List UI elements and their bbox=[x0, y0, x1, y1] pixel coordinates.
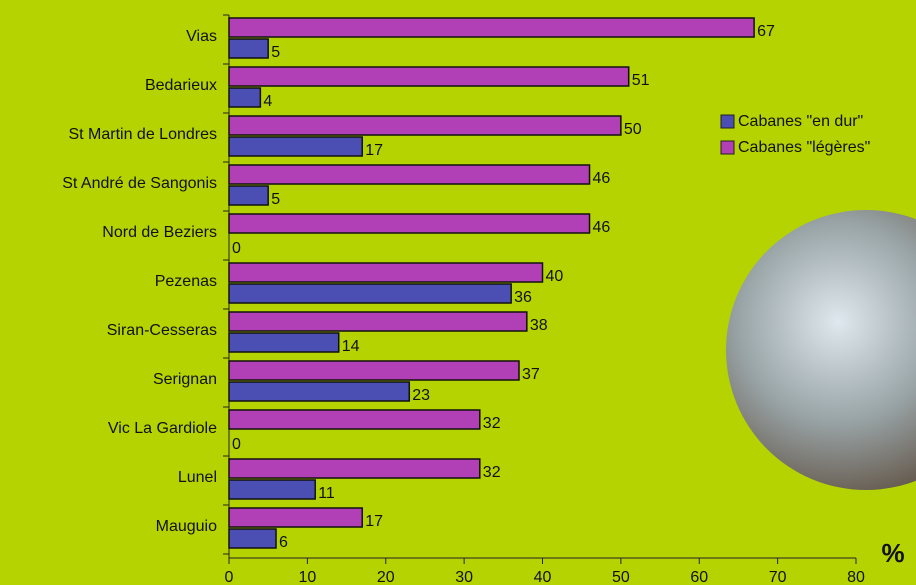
value-label: 0 bbox=[232, 436, 241, 453]
x-tick-label: 10 bbox=[298, 569, 316, 585]
y-tick-label: Lunel bbox=[178, 469, 217, 486]
x-tick-label: 30 bbox=[455, 569, 473, 585]
value-label: 32 bbox=[483, 415, 501, 432]
x-tick-label: 40 bbox=[534, 569, 552, 585]
bar bbox=[229, 67, 629, 86]
bar bbox=[229, 137, 362, 156]
value-label: 17 bbox=[365, 513, 383, 530]
chart: % 01020304050607080Vias675Bedarieux514St… bbox=[0, 0, 916, 585]
bar bbox=[229, 18, 754, 37]
legend-label: Cabanes "légères" bbox=[738, 139, 870, 156]
value-label: 38 bbox=[530, 317, 548, 334]
y-tick-label: St Martin de Londres bbox=[68, 126, 217, 143]
x-axis-unit: % bbox=[881, 538, 904, 568]
bar bbox=[229, 459, 480, 478]
value-label: 67 bbox=[757, 23, 775, 40]
bar bbox=[229, 39, 268, 58]
bar bbox=[229, 88, 260, 107]
value-label: 32 bbox=[483, 464, 501, 481]
x-tick-label: 70 bbox=[769, 569, 787, 585]
value-label: 6 bbox=[279, 534, 288, 551]
y-tick-label: St André de Sangonis bbox=[62, 175, 217, 192]
y-tick-label: Serignan bbox=[153, 371, 217, 388]
value-label: 0 bbox=[232, 240, 241, 257]
bar bbox=[229, 508, 362, 527]
value-label: 50 bbox=[624, 121, 642, 138]
x-tick-label: 50 bbox=[612, 569, 630, 585]
legend-swatch bbox=[721, 141, 734, 154]
value-label: 11 bbox=[318, 485, 335, 502]
value-label: 23 bbox=[412, 387, 430, 404]
bar bbox=[229, 480, 315, 499]
y-tick-label: Vic La Gardiole bbox=[108, 420, 217, 437]
bar bbox=[229, 263, 543, 282]
value-label: 37 bbox=[522, 366, 540, 383]
bar bbox=[229, 284, 511, 303]
value-label: 4 bbox=[263, 93, 272, 110]
bar bbox=[229, 361, 519, 380]
legend-label: Cabanes "en dur" bbox=[738, 113, 863, 130]
bar bbox=[229, 312, 527, 331]
value-label: 51 bbox=[632, 72, 650, 89]
x-tick-label: 20 bbox=[377, 569, 395, 585]
value-label: 40 bbox=[546, 268, 564, 285]
bar bbox=[229, 382, 409, 401]
bar bbox=[229, 214, 590, 233]
value-label: 5 bbox=[271, 191, 280, 208]
bar bbox=[229, 186, 268, 205]
bar bbox=[229, 165, 590, 184]
value-label: 46 bbox=[593, 219, 611, 236]
y-tick-label: Nord de Beziers bbox=[102, 224, 217, 241]
y-tick-label: Siran-Cesseras bbox=[107, 322, 217, 339]
bar bbox=[229, 529, 276, 548]
legend-swatch bbox=[721, 115, 734, 128]
y-tick-label: Bedarieux bbox=[145, 77, 217, 94]
value-label: 46 bbox=[593, 170, 611, 187]
y-tick-label: Vias bbox=[186, 28, 217, 45]
y-tick-label: Pezenas bbox=[155, 273, 217, 290]
x-tick-label: 0 bbox=[225, 569, 234, 585]
value-label: 5 bbox=[271, 44, 280, 61]
bar bbox=[229, 410, 480, 429]
bar bbox=[229, 333, 339, 352]
x-tick-label: 60 bbox=[690, 569, 708, 585]
value-label: 17 bbox=[365, 142, 383, 159]
bar bbox=[229, 116, 621, 135]
value-label: 14 bbox=[342, 338, 360, 355]
value-label: 36 bbox=[514, 289, 532, 306]
y-tick-label: Mauguio bbox=[156, 518, 217, 535]
x-tick-label: 80 bbox=[847, 569, 865, 585]
